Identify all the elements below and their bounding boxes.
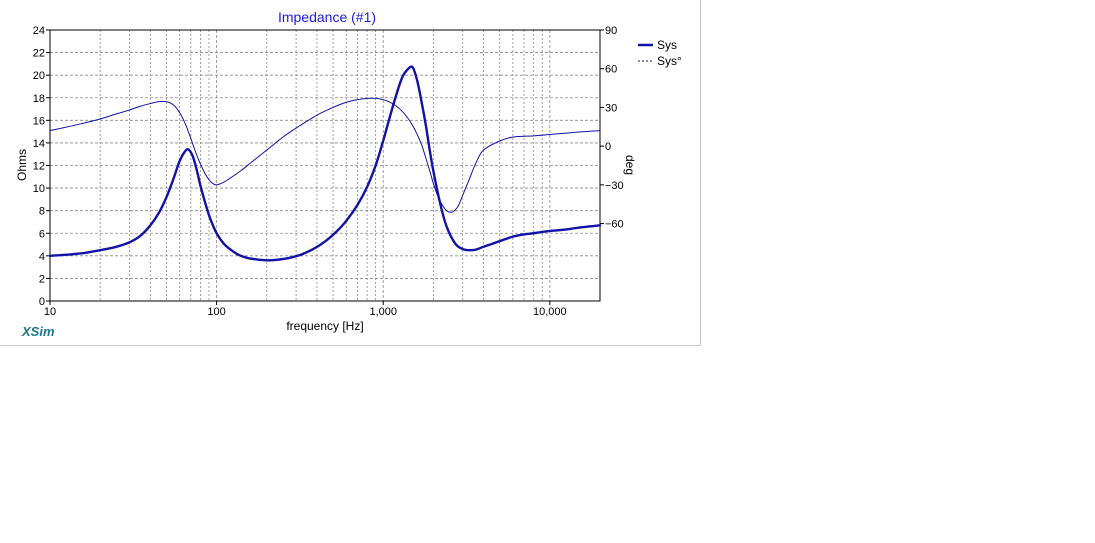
y-tick-label: 10 (33, 183, 45, 195)
chart-title: Impedance (#1) (278, 9, 376, 25)
y-tick-label: 18 (33, 93, 45, 105)
impedance-chart-panel: Impedance (#1) 0 2 4 6 8 10 12 14 16 18 20 22 24 −60−… (0, 0, 701, 346)
y2-axis-title: deg (623, 155, 637, 175)
x-tick-label: 1,000 (369, 306, 397, 318)
y-axis-title: Ohms (15, 149, 29, 181)
y-tick-label: 4 (39, 251, 45, 263)
y-tick-label: 14 (33, 138, 45, 150)
y2-tick-label: 90 (605, 25, 617, 37)
x-axis-title: frequency [Hz] (286, 319, 363, 333)
y-tick-label: 8 (39, 206, 45, 218)
legend-label-sys-phase: Sys° (657, 54, 682, 68)
legend: Sys Sys° (638, 38, 682, 68)
y-tick-label: 2 (39, 273, 45, 285)
y-tick-label: 22 (33, 48, 45, 60)
y-tick-label: 20 (33, 70, 45, 82)
y2-tick-label: −60 (605, 219, 624, 231)
impedance-chart: Impedance (#1) 024681012141618202224−60−… (15, 9, 682, 339)
series-lines (48, 65, 602, 262)
y2-tick-label: 0 (605, 141, 611, 153)
x-tick-label: 100 (207, 306, 225, 318)
y-tick-label: 16 (33, 115, 45, 127)
series-line-impedance (48, 65, 602, 262)
y-tick-label: 0 (39, 296, 45, 308)
grid-lines (50, 30, 600, 301)
x-tick-label: 10 (44, 306, 56, 318)
y2-tick-label: 60 (605, 64, 617, 76)
y-tick-label: 24 (33, 25, 45, 37)
y2-tick-label: 30 (605, 102, 617, 114)
xsim-brand-logo: XSim (21, 324, 55, 339)
legend-label-sys: Sys (657, 38, 677, 52)
y-tick-label: 12 (33, 161, 45, 173)
x-tick-label: 10,000 (533, 306, 567, 318)
series-line-phase (49, 97, 601, 213)
y2-tick-label: −30 (605, 180, 624, 192)
y-tick-label: 6 (39, 228, 45, 240)
